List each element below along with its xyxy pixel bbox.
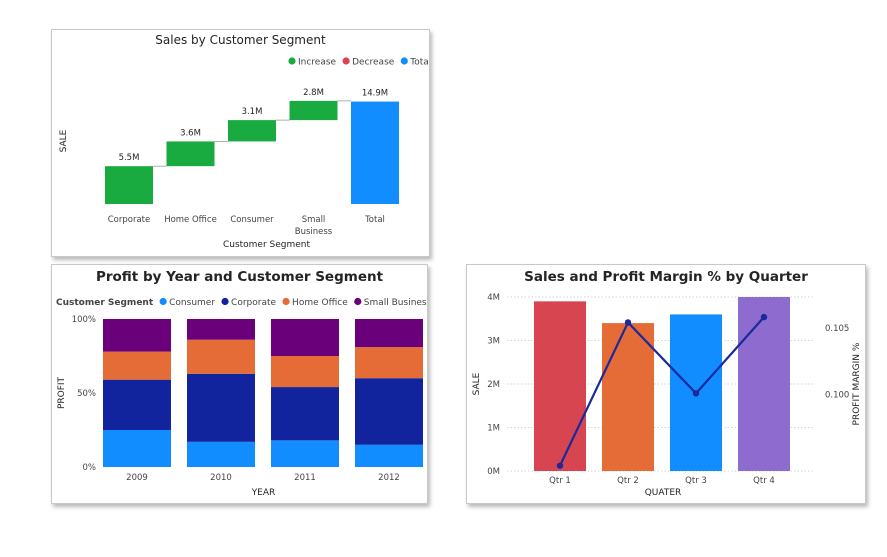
y-tick-label: 0M bbox=[487, 467, 500, 477]
y-tick-label: 100% bbox=[72, 315, 96, 325]
stacked-segment[interactable] bbox=[103, 351, 171, 380]
legend-swatch bbox=[282, 297, 290, 306]
waterfall-bar[interactable] bbox=[166, 141, 215, 167]
quarter-bar[interactable] bbox=[602, 323, 654, 471]
waterfall-bar[interactable] bbox=[289, 100, 338, 121]
data-label: 5.5M bbox=[119, 153, 140, 163]
legend-label: Corporate bbox=[231, 298, 276, 308]
profit-margin-point[interactable] bbox=[760, 313, 768, 321]
x-tick-label: Qtr 2 bbox=[617, 476, 639, 486]
waterfall-chart: Sales by Customer Segment Increase Decreas… bbox=[59, 33, 429, 250]
stacked-segment[interactable] bbox=[103, 379, 171, 430]
stacked-segment[interactable] bbox=[103, 430, 171, 467]
data-label: 14.9M bbox=[362, 89, 388, 99]
stacked-segment[interactable] bbox=[355, 319, 423, 348]
stacked-segment[interactable] bbox=[187, 319, 255, 340]
legend-label: Home Office bbox=[292, 298, 348, 308]
x-axis-title: QUATER bbox=[645, 488, 682, 498]
y2-axis-title: PROFIT MARGIN % bbox=[852, 342, 862, 425]
profit-margin-point[interactable] bbox=[624, 319, 632, 326]
profit-by-year-panel[interactable]: Profit by Year and Customer Segment Custo… bbox=[51, 264, 428, 504]
combo-chart: Sales and Profit Margin % by Quarter 0M 1M… bbox=[472, 269, 862, 498]
legend-label: Increase bbox=[298, 58, 337, 68]
legend-swatch bbox=[159, 297, 167, 306]
stacked-segment[interactable] bbox=[271, 440, 339, 467]
legend-label: Decrease bbox=[352, 58, 395, 68]
legend-label: Total bbox=[409, 58, 429, 68]
sales-profit-quarter-panel[interactable]: Sales and Profit Margin % by Quarter 0M 1M… bbox=[466, 264, 866, 504]
x-tick-label: Qtr 3 bbox=[685, 476, 707, 486]
stacked-segment[interactable] bbox=[187, 339, 255, 374]
x-tick-label: Qtr 4 bbox=[753, 476, 775, 486]
x-tick-label: Home Office bbox=[164, 215, 217, 225]
waterfall-bar[interactable] bbox=[351, 101, 399, 204]
chart-title: Sales and Profit Margin % by Quarter bbox=[524, 269, 808, 285]
legend-swatch bbox=[288, 57, 296, 65]
y-axis-title: SALE bbox=[472, 372, 482, 395]
y-tick-label: 1M bbox=[487, 424, 500, 434]
data-label: 3.1M bbox=[242, 107, 263, 117]
y-tick-label: 3M bbox=[487, 337, 500, 347]
stacked-segment[interactable] bbox=[271, 319, 339, 356]
stacked-segment[interactable] bbox=[187, 373, 255, 442]
stacked-column-chart: Profit by Year and Customer Segment Custo… bbox=[56, 269, 427, 498]
y2-tick-label: 0.100 bbox=[825, 391, 849, 401]
legend-label: Small Business bbox=[364, 298, 427, 308]
data-label: 2.8M bbox=[303, 88, 324, 98]
legend-title: Customer Segment bbox=[56, 298, 154, 308]
legend-swatch bbox=[342, 57, 350, 65]
profit-margin-point[interactable] bbox=[556, 462, 564, 469]
y-tick-label: 4M bbox=[487, 293, 500, 303]
profit-margin-line bbox=[559, 316, 765, 467]
profit-margin-point[interactable] bbox=[692, 390, 700, 397]
y-axis-title: PROFIT bbox=[57, 376, 67, 409]
stacked-segment[interactable] bbox=[187, 441, 255, 467]
x-tick-label: 2010 bbox=[210, 473, 232, 483]
x-tick-label: Qtr 1 bbox=[549, 476, 571, 486]
stacked-segment[interactable] bbox=[355, 347, 423, 379]
y-tick-label: 0% bbox=[83, 463, 97, 473]
data-label: 3.6M bbox=[180, 128, 201, 138]
stacked-segment[interactable] bbox=[271, 387, 339, 441]
x-axis-title: YEAR bbox=[251, 488, 276, 498]
stacked-segment[interactable] bbox=[355, 378, 423, 445]
x-tick-label: Corporate bbox=[108, 215, 151, 225]
chart-title: Profit by Year and Customer Segment bbox=[96, 269, 384, 285]
x-tick-label: Total bbox=[364, 215, 385, 225]
waterfall-bar[interactable] bbox=[105, 166, 153, 204]
x-tick-label: 2012 bbox=[378, 473, 400, 483]
y-tick-label: 2M bbox=[487, 380, 500, 390]
stacked-segment[interactable] bbox=[355, 444, 423, 467]
stacked-segment[interactable] bbox=[271, 356, 339, 388]
x-tick-label: 2009 bbox=[126, 473, 148, 483]
y-tick-label: 50% bbox=[77, 389, 96, 399]
quarter-bar[interactable] bbox=[738, 297, 790, 471]
waterfall-bar[interactable] bbox=[228, 120, 276, 142]
y-axis-title: SALE bbox=[59, 129, 69, 152]
x-tick-label: Consumer bbox=[230, 215, 274, 225]
x-tick-label: Small bbox=[302, 215, 326, 225]
chart-title: Sales by Customer Segment bbox=[155, 33, 326, 47]
y2-tick-label: 0.105 bbox=[825, 324, 849, 334]
legend-swatch bbox=[400, 57, 408, 65]
x-tick-label: Business bbox=[295, 227, 333, 237]
stacked-segment[interactable] bbox=[103, 319, 171, 352]
sales-by-segment-panel[interactable]: Sales by Customer Segment Increase Decreas… bbox=[51, 29, 430, 257]
x-tick-label: 2011 bbox=[294, 473, 316, 483]
legend-label: Consumer bbox=[169, 298, 215, 308]
x-axis-title: Customer Segment bbox=[223, 240, 311, 250]
quarter-bar[interactable] bbox=[534, 301, 586, 471]
legend-swatch bbox=[354, 297, 362, 306]
legend-swatch bbox=[221, 297, 229, 306]
